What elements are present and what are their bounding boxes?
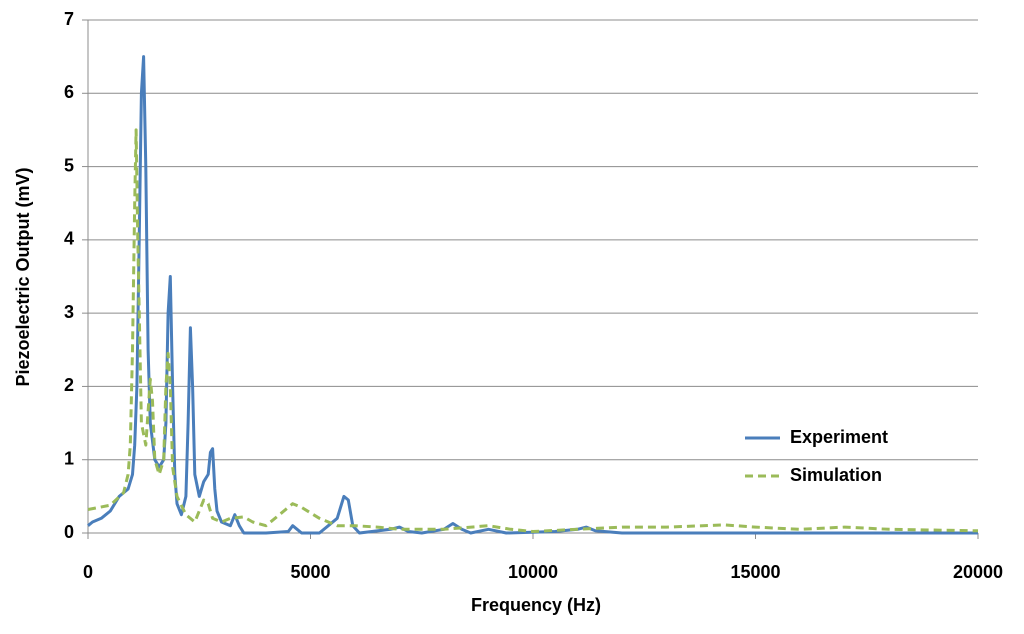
y-tick-label: 2 — [64, 375, 74, 395]
legend-label: Simulation — [790, 465, 882, 485]
x-tick-label: 0 — [83, 562, 93, 582]
series-line — [87, 128, 979, 533]
y-tick-label: 4 — [64, 229, 74, 249]
series-line — [87, 55, 978, 535]
x-tick-label: 15000 — [730, 562, 780, 582]
x-axis-title: Frequency (Hz) — [471, 595, 601, 615]
y-tick-label: 1 — [64, 448, 74, 468]
legend-label: Experiment — [790, 427, 888, 447]
y-tick-label: 5 — [64, 155, 74, 175]
x-tick-label: 10000 — [508, 562, 558, 582]
y-tick-label: 6 — [64, 82, 74, 102]
y-tick-label: 7 — [64, 9, 74, 29]
y-tick-label: 3 — [64, 302, 74, 322]
x-tick-label: 20000 — [953, 562, 1003, 582]
y-axis-title: Piezoelectric Output (mV) — [13, 167, 33, 386]
x-tick-label: 5000 — [290, 562, 330, 582]
y-tick-label: 0 — [64, 522, 74, 542]
